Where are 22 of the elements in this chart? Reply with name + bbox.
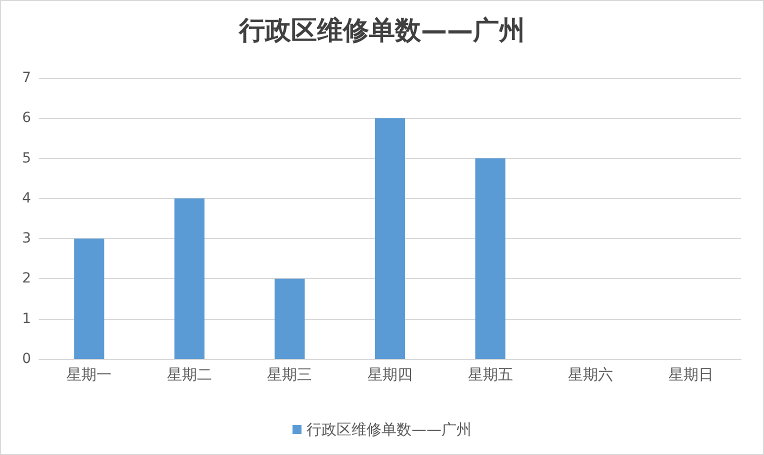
x-tick-label: 星期六 <box>568 366 614 384</box>
bar <box>274 278 305 359</box>
bar <box>74 238 104 359</box>
y-tick-label: 7 <box>22 70 31 86</box>
y-tick-label: 6 <box>22 110 32 126</box>
y-tick-label: 5 <box>22 150 31 166</box>
legend-label: 行政区维修单数——广州 <box>306 420 472 438</box>
x-tick-label: 星期日 <box>668 366 714 384</box>
x-tick-label: 星期一 <box>66 366 112 384</box>
x-tick-label: 星期五 <box>468 366 513 384</box>
x-tick-label: 星期二 <box>166 366 212 384</box>
x-tick-label: 星期三 <box>267 366 312 384</box>
y-tick-label: 4 <box>22 190 32 206</box>
y-tick-label: 3 <box>22 230 31 247</box>
y-tick-label: 1 <box>22 310 31 327</box>
bar <box>174 198 204 359</box>
y-tick-label: 0 <box>22 351 31 367</box>
bar <box>374 118 406 359</box>
chart-title: 行政区维修单数——广州 <box>238 16 525 46</box>
bar <box>475 158 506 359</box>
y-tick-label: 2 <box>22 270 31 287</box>
x-tick-label: 星期四 <box>368 366 412 384</box>
